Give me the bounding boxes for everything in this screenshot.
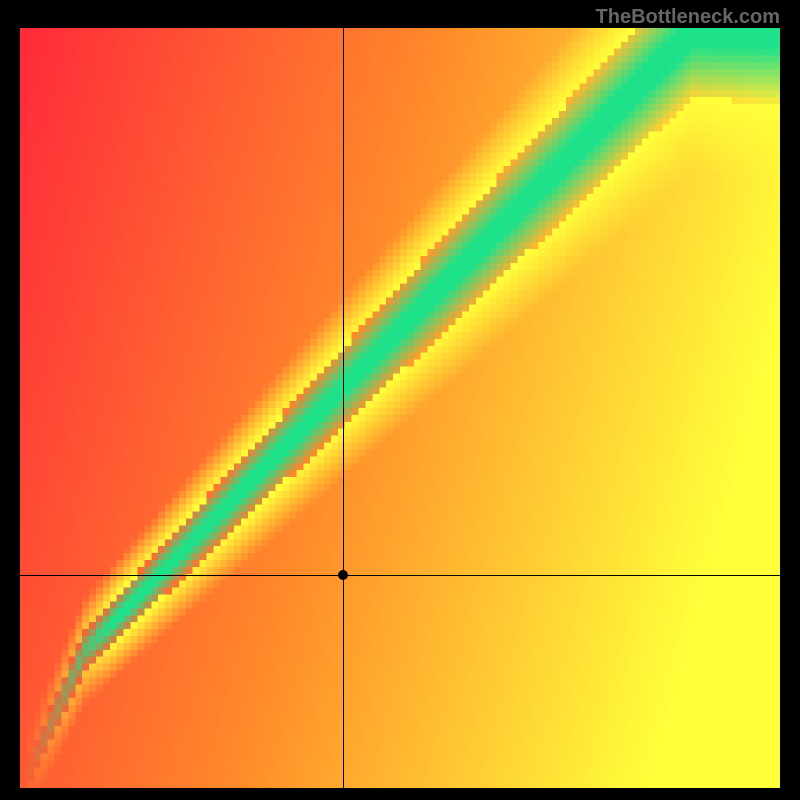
heatmap-plot [20, 28, 780, 788]
heatmap-canvas [20, 28, 780, 788]
crosshair-vertical [343, 28, 344, 788]
crosshair-horizontal [20, 575, 780, 576]
crosshair-marker [338, 570, 348, 580]
watermark-text: TheBottleneck.com [596, 6, 780, 29]
